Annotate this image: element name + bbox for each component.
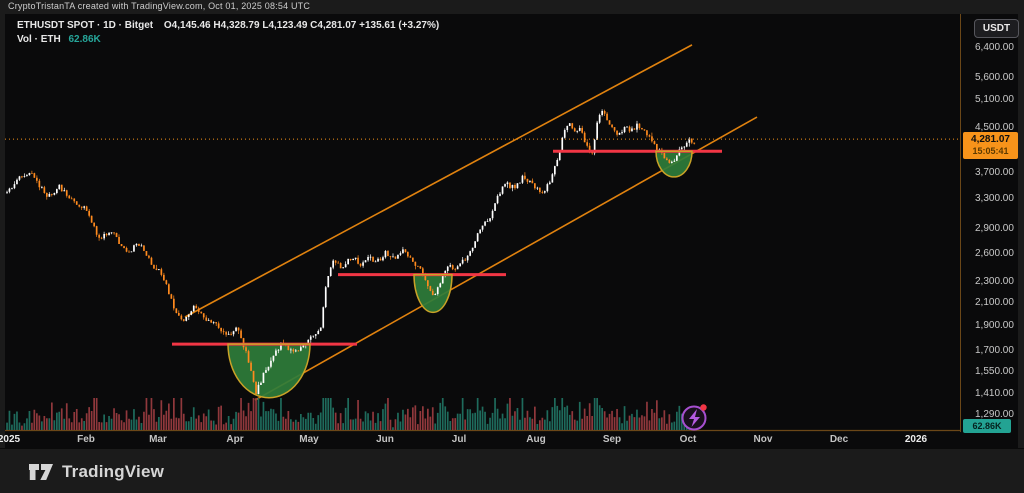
attribution-text: CryptoTristanTA created with TradingView… <box>8 1 311 11</box>
time-tick-label-feb: Feb <box>77 434 95 445</box>
channel-line-upper[interactable] <box>184 44 693 318</box>
time-tick-label-dec: Dec <box>829 434 849 445</box>
time-tick-label-apr: Apr <box>226 434 244 445</box>
legend-row-symbol: ETHUSDT SPOT · 1D · Bitget O4,145.46 H4,… <box>17 20 439 31</box>
time-tick-label-2025: 2025 <box>0 434 21 445</box>
time-tick-label-jul: Jul <box>451 434 467 445</box>
ohlc-change: +135.61 (+3.27%) <box>359 20 440 31</box>
price-tick-label: 2,300.00 <box>975 275 1014 287</box>
time-tick-label-2026: 2026 <box>904 434 928 445</box>
price-tick-label: 6,400.00 <box>975 41 1014 53</box>
rounded-bottom-pattern-outline[interactable] <box>413 273 453 314</box>
rounded-bottom-pattern-outline[interactable] <box>227 343 311 399</box>
price-tick-label: 3,700.00 <box>975 167 1014 179</box>
notification-dot <box>700 404 707 411</box>
price-tick-label: 3,300.00 <box>975 193 1014 205</box>
symbol-title[interactable]: ETHUSDT SPOT · 1D · Bitget <box>17 20 154 31</box>
ohlc-open: O4,145.46 <box>163 20 211 31</box>
volume-bars-down <box>21 398 696 430</box>
time-axis[interactable]: 2025 Feb Mar Apr May Jun Jul Aug Sep Oct Nov Dec 202… <box>0 433 1024 448</box>
legend-row-volume: Vol · ETH 62.86K <box>17 34 439 45</box>
price-tick-label: 5,100.00 <box>975 93 1014 105</box>
time-tick-label-oct: Oct <box>679 434 697 445</box>
price-tick-label: 1,900.00 <box>975 319 1014 331</box>
time-tick-label-sep: Sep <box>602 434 622 445</box>
ohlc-close: C4,281.07 <box>310 20 357 31</box>
footer-bar: TradingView <box>0 448 1024 493</box>
ohlc-high: H4,328.79 <box>213 20 260 31</box>
volume-axis-badge: 62.86K <box>963 419 1011 433</box>
chart-legend: ETHUSDT SPOT · 1D · Bitget O4,145.46 H4,… <box>17 20 439 45</box>
price-tick-label: 1,700.00 <box>975 345 1014 357</box>
price-axis[interactable]: 6,400.00 5,600.00 5,100.00 4,500.00 3,700.00… <box>961 14 1024 432</box>
tradingview-wordmark[interactable]: TradingView <box>62 461 165 481</box>
rounded-bottom-pattern-outline[interactable] <box>655 150 693 178</box>
time-tick-label-aug: Aug <box>526 434 546 445</box>
volume-value: 62.86K <box>68 34 101 45</box>
ohlc-low: L4,123.49 <box>262 20 308 31</box>
price-tick-label: 2,900.00 <box>975 222 1014 234</box>
volume-bars-up <box>6 398 691 430</box>
chart-pane-bg <box>5 14 1018 448</box>
price-tick-label: 1,290.00 <box>975 408 1014 420</box>
price-tick-label: 1,550.00 <box>975 366 1014 378</box>
currency-toggle-button[interactable]: USDT <box>974 19 1019 38</box>
last-price-label: 4,281.07 15:05:41 <box>963 132 1018 160</box>
down-candle-bodies <box>21 111 696 394</box>
tradingview-logo-icon[interactable] <box>28 461 54 483</box>
time-tick-label-may: May <box>299 434 319 445</box>
price-tick-label: 1,410.00 <box>975 388 1014 400</box>
price-tick-label: 5,600.00 <box>975 72 1014 84</box>
bar-countdown: 15:05:41 <box>972 145 1009 156</box>
time-tick-label-jun: Jun <box>376 434 394 445</box>
price-tick-label: 2,600.00 <box>975 247 1014 259</box>
volume-label: Vol · ETH <box>17 34 61 45</box>
last-price-value: 4,281.07 <box>971 134 1010 146</box>
price-tick-label: 4,500.00 <box>975 122 1014 134</box>
time-tick-label-nov: Nov <box>753 434 773 445</box>
lightning-bolt-icon <box>689 409 700 427</box>
time-tick-label-mar: Mar <box>149 434 167 445</box>
price-tick-label: 2,100.00 <box>975 296 1014 308</box>
